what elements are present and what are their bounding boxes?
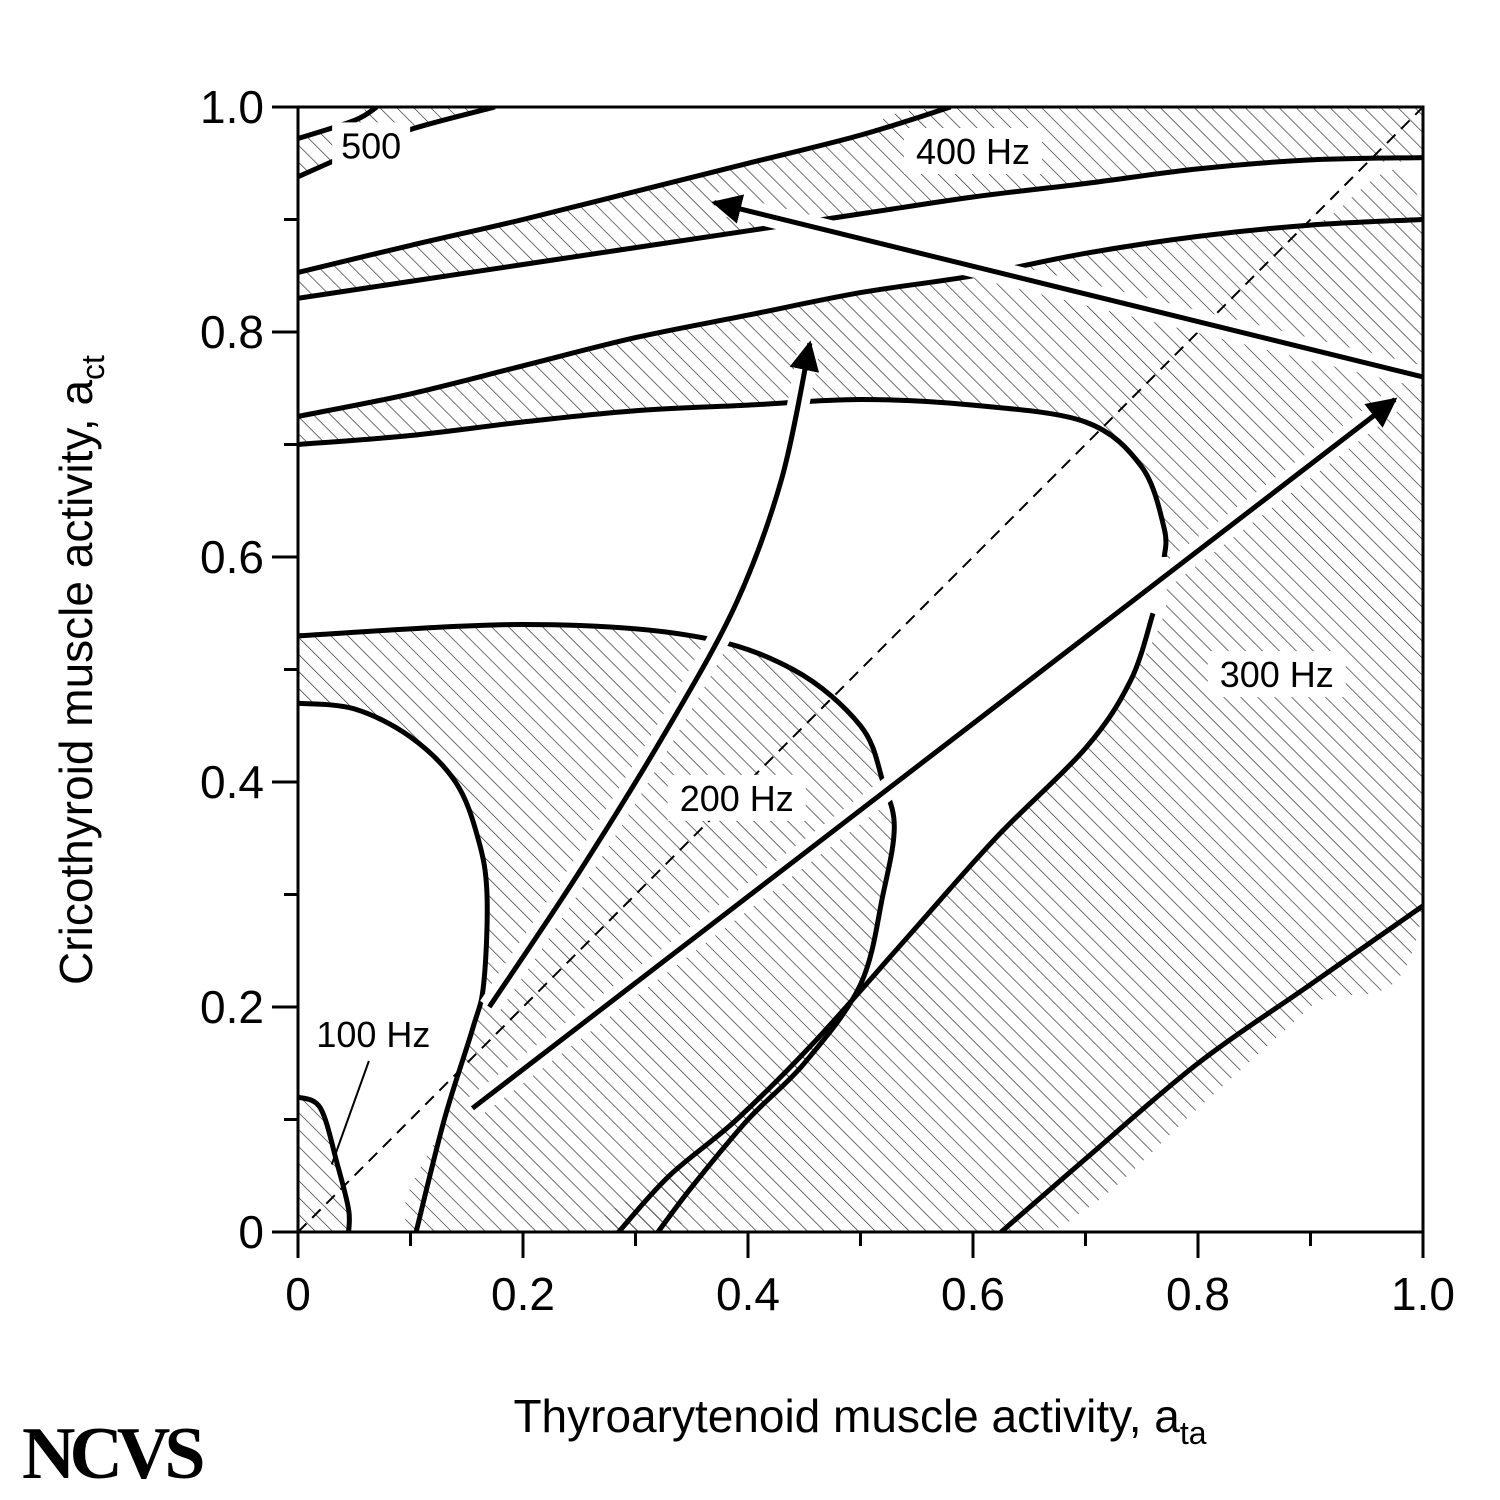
annotation-5: 100 Hz	[304, 1011, 443, 1058]
hatch-band-1	[298, 1097, 353, 1232]
y-tick-label-4: 0.8	[200, 306, 264, 358]
annotation-1: 500	[332, 122, 411, 169]
contour-line-3	[298, 107, 952, 275]
x-axis-label-main: Thyroarytenoid muscle activity, a	[513, 1390, 1180, 1442]
contour-line-9	[298, 1094, 352, 1232]
hatch-band-4	[298, 107, 1423, 299]
contour-line-5	[298, 217, 1423, 419]
x-tick-label-3: 0.6	[941, 1268, 1005, 1320]
ncvs-logo: NCVS	[22, 1413, 203, 1495]
y-tick-label-5: 1.0	[200, 81, 264, 133]
x-tick-label-5: 1.0	[1391, 1268, 1455, 1320]
annotation-3: 300 Hz	[1207, 651, 1346, 698]
y-tick-label-1: 0.2	[200, 981, 264, 1033]
y-axis-label-main: Cricothyroid muscle activity, a	[50, 380, 102, 985]
diagonal-dashed-line	[298, 107, 1423, 1232]
x-tick-label-1: 0.2	[491, 1268, 555, 1320]
contour-line-11	[999, 903, 1423, 1232]
x-axis-label: Thyroarytenoid muscle activity, ata	[513, 1390, 1206, 1451]
contour-line-4	[298, 155, 1423, 301]
axis-tick-labels: 0 0.2 0.4 0.6 0.8 1.0 0 0.2 0.4 0.6 0.8 1.0	[200, 81, 1455, 1320]
contour-line-10	[616, 612, 1156, 1232]
contour-lines	[298, 107, 1423, 1232]
annotation-4: 200 Hz	[667, 774, 806, 821]
annotation-bg-1	[332, 122, 411, 169]
contour-line-8	[298, 700, 490, 1232]
annotation-text-4: 200 Hz	[680, 778, 794, 819]
x-tick-label-4: 0.8	[1166, 1268, 1230, 1320]
leader-line-100hz	[330, 1060, 370, 1165]
annotation-bg-4	[667, 774, 806, 821]
contour-line-6	[298, 397, 1169, 558]
x-tick-label-2: 0.4	[716, 1268, 780, 1320]
annotation-text-2: 400 Hz	[916, 131, 1030, 172]
y-tick-label-3: 0.6	[200, 531, 264, 583]
x-tick-label-0: 0	[285, 1268, 311, 1320]
trajectory-arrow-1	[487, 340, 820, 1009]
trajectory-arrow-2	[470, 397, 1398, 1111]
annotation-2: 400 Hz	[904, 128, 1042, 174]
trajectory-arrow-3	[711, 194, 1423, 380]
hatch-band-3	[298, 170, 1423, 1232]
annotation-bg-2	[904, 128, 1042, 174]
diagonal-line	[298, 107, 1423, 1232]
y-axis-label: Cricothyroid muscle activity, act	[50, 355, 111, 985]
y-tick-label-2: 0.4	[200, 756, 264, 808]
axis-ticks	[272, 105, 1425, 1258]
trajectory-arrows	[465, 191, 1423, 1118]
annotation-text-3: 300 Hz	[1220, 654, 1334, 695]
y-tick-label-0: 0	[238, 1206, 264, 1258]
annotation-bg-5	[304, 1011, 443, 1058]
annotation-bg-3	[1207, 651, 1346, 698]
contour-line-2	[298, 107, 379, 141]
y-axis-label-sub: ct	[75, 355, 111, 380]
contour-annotations: 500 400 Hz 300 Hz 200 Hz 100 Hz	[304, 122, 1346, 1165]
annotation-text-5: 100 Hz	[316, 1014, 430, 1055]
annotation-text-1: 500	[341, 125, 401, 166]
x-axis-label-sub: ta	[1180, 1415, 1207, 1451]
